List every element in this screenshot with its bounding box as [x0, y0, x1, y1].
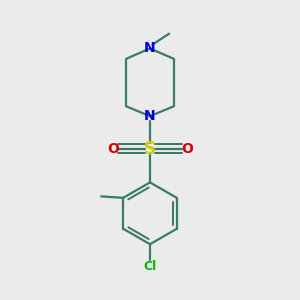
- Text: O: O: [181, 142, 193, 155]
- Text: S: S: [144, 140, 156, 158]
- Text: N: N: [144, 109, 156, 123]
- Text: Cl: Cl: [143, 260, 157, 273]
- Text: O: O: [107, 142, 119, 155]
- Text: N: N: [144, 41, 156, 56]
